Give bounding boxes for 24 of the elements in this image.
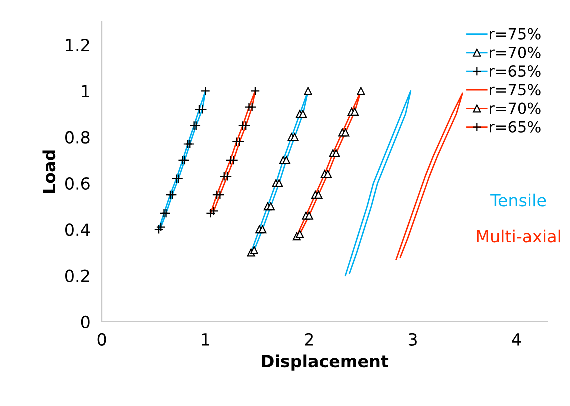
y-tick-label: 1 [82,85,90,98]
annotation: Tensile [490,194,546,207]
legend-label: r=65% [490,121,541,133]
x-tick-label: 1 [202,334,210,346]
legend-label: r=75% [490,28,541,40]
x-tick-label: 3 [408,333,417,346]
y-tick-label: 1.2 [66,38,90,52]
annotation: Multi-axial [477,230,560,243]
legend-label: r=70% [490,102,541,114]
y-axis-title: Load [42,150,56,194]
legend-label: r=70% [490,46,541,58]
y-tick-label: 0.2 [66,270,90,282]
x-axis-title: Displacement [262,354,389,371]
x-tick-label: 0 [98,333,106,346]
y-tick-label: 0.4 [66,224,90,236]
legend-label: r=75% [490,84,541,96]
line-series [344,90,412,276]
x-tick-label: 2 [305,333,313,346]
y-tick-label: 0 [81,316,90,329]
y-tick-label: 0.6 [66,177,90,190]
legend-label: r=65% [490,66,541,78]
line-series [396,92,464,260]
x-tick-label: 4 [512,334,522,346]
y-tick-label: 0.8 [66,131,90,144]
